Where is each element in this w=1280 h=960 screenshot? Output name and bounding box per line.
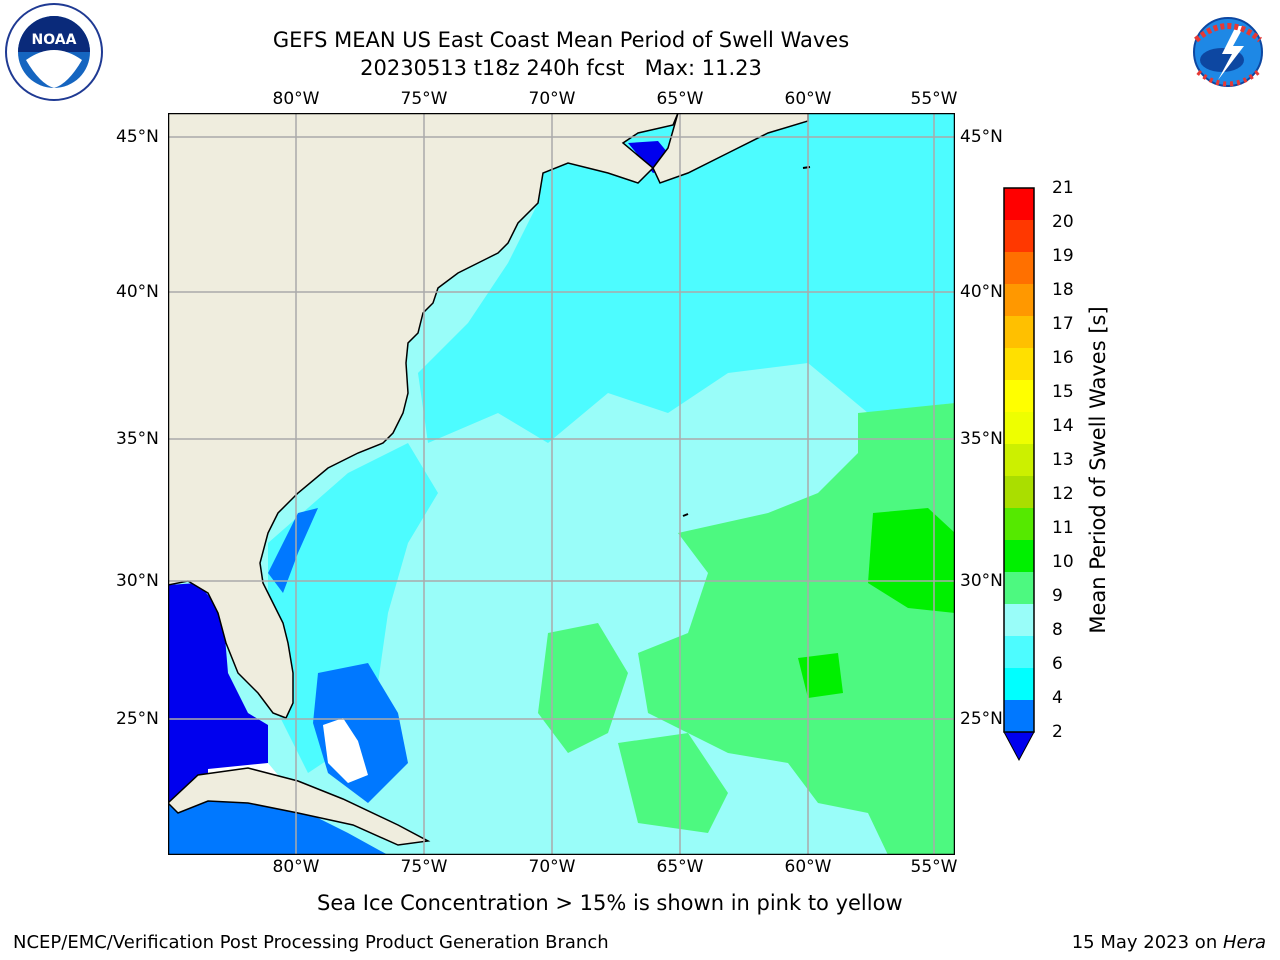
lon-label-top-80w: 80°W bbox=[272, 89, 320, 109]
period-zone-4-6s-caribbean bbox=[168, 793, 388, 855]
colorbar-tick-label: 17 bbox=[1052, 314, 1074, 334]
period-zone-10-11s-b bbox=[798, 653, 843, 698]
period-zone-4-6s-georgia bbox=[268, 508, 318, 593]
colorbar-band bbox=[1004, 444, 1034, 476]
period-zone-9-10s-south bbox=[538, 623, 628, 753]
lat-label-left-25n: 25°N bbox=[116, 709, 159, 729]
footer-machine: Hera bbox=[1222, 932, 1266, 953]
lon-label-bottom-65w: 65°W bbox=[656, 857, 704, 877]
footer-credit: NCEP/EMC/Verification Post Processing Pr… bbox=[13, 932, 609, 953]
colorbar-tick-label: 16 bbox=[1052, 348, 1074, 368]
lat-label-right-40n: 40°N bbox=[960, 282, 1003, 302]
colorbar-extend-triangle bbox=[1003, 731, 1035, 762]
colorbar-band bbox=[1004, 188, 1034, 220]
colorbar-tick-label: 20 bbox=[1052, 212, 1074, 232]
colorbar-band bbox=[1004, 284, 1034, 316]
colorbar-band bbox=[1004, 508, 1034, 540]
colorbar-band bbox=[1004, 252, 1034, 284]
period-zone-9-10s-small bbox=[618, 733, 728, 833]
lon-label-bottom-70w: 70°W bbox=[528, 857, 576, 877]
lon-label-top-70w: 70°W bbox=[528, 89, 576, 109]
colorbar-tick-label: 10 bbox=[1052, 552, 1074, 572]
bahamas-banks bbox=[323, 718, 368, 783]
colorbar-band bbox=[1004, 540, 1034, 572]
colorbar-tick-label: 13 bbox=[1052, 450, 1074, 470]
land-cuba bbox=[168, 767, 431, 846]
period-zone-7-8s-coast bbox=[268, 443, 438, 773]
colorbar-band bbox=[1004, 380, 1034, 412]
chart-title: GEFS MEAN US East Coast Mean Period of S… bbox=[272, 28, 850, 52]
colorbar-band bbox=[1004, 348, 1034, 380]
lon-label-bottom-60w: 60°W bbox=[784, 857, 832, 877]
map-panel[interactable] bbox=[167, 112, 956, 856]
colorbar-tick-label: 8 bbox=[1052, 620, 1063, 640]
colorbar-tick-label: 9 bbox=[1052, 586, 1063, 606]
colorbar-band bbox=[1004, 604, 1034, 636]
colorbar-band bbox=[1004, 668, 1034, 700]
colorbar-tick-label: 14 bbox=[1052, 416, 1074, 436]
colorbar-band bbox=[1004, 316, 1034, 348]
colorbar-tick-label: 2 bbox=[1052, 722, 1063, 742]
footer-date-text: 15 May 2023 on bbox=[1071, 932, 1223, 953]
colorbar-tick-label: 11 bbox=[1052, 518, 1074, 538]
lon-label-top-75w: 75°W bbox=[400, 89, 448, 109]
footer-date: 15 May 2023 on Hera bbox=[1072, 932, 1266, 953]
colorbar-tick-label: 6 bbox=[1052, 654, 1063, 674]
colorbar-tick-label: 15 bbox=[1052, 382, 1074, 402]
colorbar-title: Mean Period of Swell Waves [s] bbox=[1086, 306, 1110, 634]
noaa-logo-icon: NOAA bbox=[2, 2, 106, 102]
sea-ice-note: Sea Ice Concentration > 15% is shown in … bbox=[317, 891, 903, 915]
colorbar-tick-label: 12 bbox=[1052, 484, 1074, 504]
swell-period-map[interactable] bbox=[167, 112, 956, 856]
land-sable bbox=[802, 166, 811, 169]
colorbar-band bbox=[1004, 476, 1034, 508]
land-bermuda bbox=[682, 513, 689, 517]
lat-label-left-45n: 45°N bbox=[116, 127, 159, 147]
lat-label-left-30n: 30°N bbox=[116, 571, 159, 591]
colorbar-tick-labels: 2 4 6 8 9 10 11 12 13 14 15 16 17 18 19 20 21 bbox=[1052, 178, 1092, 786]
colorbar-tick-label: 21 bbox=[1052, 178, 1074, 198]
noaa-logo-text: NOAA bbox=[32, 32, 77, 48]
lat-label-left-40n: 40°N bbox=[116, 282, 159, 302]
colorbar-frame bbox=[1003, 187, 1035, 733]
colorbar-band bbox=[1004, 700, 1034, 732]
lon-label-bottom-55w: 55°W bbox=[910, 857, 958, 877]
nws-logo-icon bbox=[1178, 2, 1278, 102]
gridlines bbox=[168, 113, 955, 855]
lon-label-top-65w: 65°W bbox=[656, 89, 704, 109]
lat-label-right-35n: 35°N bbox=[960, 429, 1003, 449]
colorbar-band bbox=[1004, 572, 1034, 604]
lat-label-right-45n: 45°N bbox=[960, 127, 1003, 147]
lat-label-right-25n: 25°N bbox=[960, 709, 1003, 729]
lon-label-bottom-80w: 80°W bbox=[272, 857, 320, 877]
lon-label-bottom-75w: 75°W bbox=[400, 857, 448, 877]
colorbar-band bbox=[1004, 412, 1034, 444]
map-frame bbox=[167, 112, 956, 856]
period-zone-2-4s-gulf bbox=[168, 583, 268, 803]
chart-subtitle: 20230513 t18z 240h fcst Max: 11.23 bbox=[360, 56, 762, 80]
colorbar bbox=[1000, 186, 1050, 786]
colorbar-tick-label: 18 bbox=[1052, 280, 1074, 300]
lat-label-left-35n: 35°N bbox=[116, 429, 159, 449]
colorbar-tick-label: 19 bbox=[1052, 246, 1074, 266]
lat-label-right-30n: 30°N bbox=[960, 571, 1003, 591]
colorbar-tick-label: 4 bbox=[1052, 688, 1063, 708]
colorbar-band bbox=[1004, 636, 1034, 668]
colorbar-band bbox=[1004, 220, 1034, 252]
lon-label-top-55w: 55°W bbox=[910, 89, 958, 109]
lon-label-top-60w: 60°W bbox=[784, 89, 832, 109]
